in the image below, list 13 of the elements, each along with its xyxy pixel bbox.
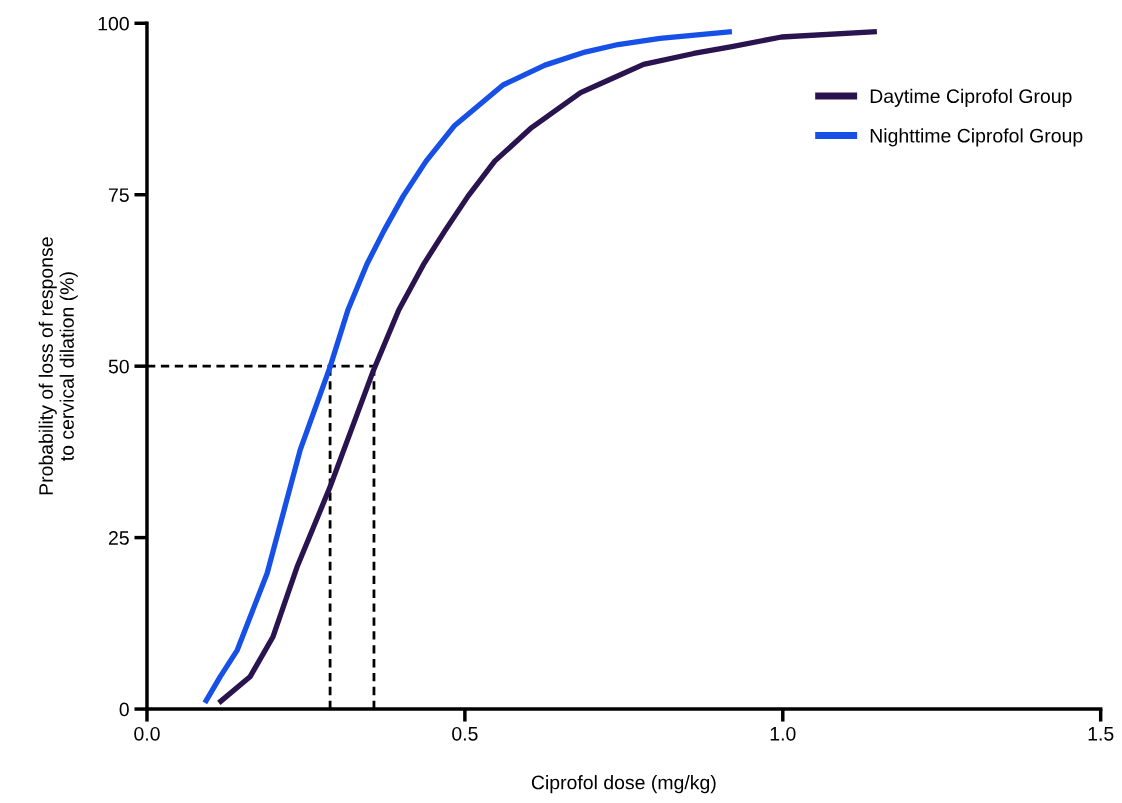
y-tick-label: 25 — [108, 531, 129, 545]
y-tick-label: 100 — [98, 16, 129, 31]
x-tick-label: 0.0 — [134, 726, 160, 741]
y-tick-label: 0 — [119, 702, 129, 717]
x-tick-label: 0.5 — [452, 726, 478, 741]
y-tick-label: 50 — [108, 359, 129, 374]
legend-label: Nighttime Ciprofol Group — [870, 128, 1083, 147]
legend-label: Daytime Ciprofol Group — [870, 88, 1072, 107]
x-tick-label: 1.0 — [770, 726, 796, 741]
x-tick-label: 1.5 — [1088, 727, 1114, 741]
x-axis-title: Ciprofol dose (mg/kg) — [531, 775, 716, 794]
y-tick-label: 75 — [108, 188, 129, 202]
y-axis-title: Probability of loss of response to cervical dilation (%) — [38, 237, 78, 495]
